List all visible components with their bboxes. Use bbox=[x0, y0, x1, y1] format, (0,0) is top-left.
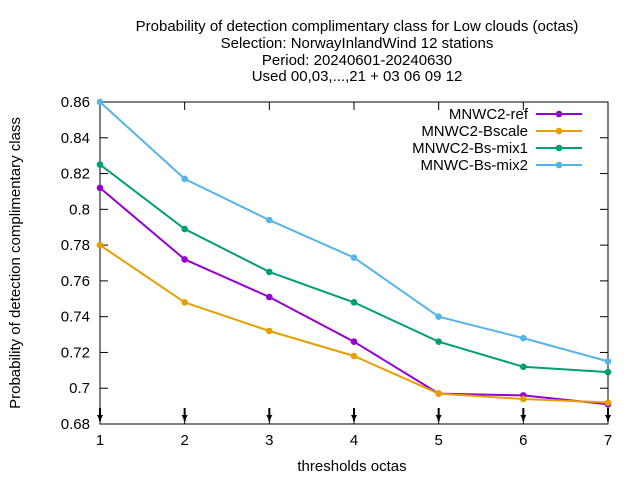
x-tick-label: 3 bbox=[265, 432, 273, 449]
x-tick-label: 6 bbox=[519, 432, 527, 449]
data-point bbox=[604, 358, 612, 365]
data-point bbox=[181, 225, 188, 233]
data-point bbox=[604, 399, 612, 406]
data-point bbox=[181, 256, 188, 263]
data-point bbox=[96, 98, 104, 106]
sample-marker-head bbox=[605, 415, 611, 421]
legend-swatch-marker bbox=[555, 127, 563, 135]
data-point bbox=[435, 313, 442, 320]
legend-swatch-marker bbox=[555, 110, 563, 118]
data-point bbox=[266, 216, 273, 224]
data-point bbox=[520, 334, 527, 342]
y-tick-label: 0.82 bbox=[61, 166, 90, 183]
x-axis-label: thresholds octas bbox=[297, 458, 406, 475]
axis-ticks: 0.68 0.7 0.72 0.74 0.76 0.78 0.8 0.82 0.84 0.86 1 2… bbox=[61, 94, 612, 449]
data-point bbox=[604, 368, 612, 376]
data-point bbox=[435, 390, 442, 397]
sample-marker-head bbox=[266, 415, 273, 421]
data-point bbox=[520, 363, 527, 371]
x-tick-label: 1 bbox=[96, 432, 104, 449]
x-tick-label: 2 bbox=[180, 432, 188, 449]
y-tick-label: 0.72 bbox=[61, 344, 90, 361]
data-point bbox=[266, 327, 273, 335]
y-axis-label: Probability of detection complimentary c… bbox=[7, 117, 24, 409]
legend: MNWC2-refMNWC2-BscaleMNWC2-Bs-mix1MNWC-B… bbox=[412, 106, 582, 174]
series-line bbox=[99, 244, 609, 404]
chart-title-line-1: Probability of detection complimentary c… bbox=[136, 18, 579, 35]
data-point bbox=[266, 293, 273, 301]
chart-title-line-3: Period: 20240601-20240630 bbox=[262, 52, 452, 69]
data-point bbox=[435, 338, 442, 346]
data-point bbox=[181, 175, 188, 183]
y-tick-label: 0.78 bbox=[61, 237, 90, 254]
sample-marker-head bbox=[351, 415, 357, 421]
sample-marker-head bbox=[435, 415, 442, 421]
y-tick-label: 0.84 bbox=[61, 130, 90, 147]
y-tick-label: 0.86 bbox=[61, 94, 90, 111]
legend-label: MNWC-Bs-mix2 bbox=[421, 157, 528, 174]
sample-marker-head bbox=[520, 415, 527, 421]
data-point bbox=[350, 299, 358, 306]
data-point bbox=[520, 395, 527, 403]
x-tick-label: 7 bbox=[604, 432, 612, 449]
legend-swatch-marker bbox=[555, 144, 563, 152]
y-tick-label: 0.8 bbox=[69, 201, 90, 218]
x-tick-label: 5 bbox=[434, 432, 442, 449]
y-tick-label: 0.68 bbox=[61, 416, 90, 433]
data-point bbox=[96, 241, 104, 249]
legend-label: MNWC2-Bscale bbox=[421, 123, 528, 140]
series-lines bbox=[96, 98, 612, 408]
data-point bbox=[350, 254, 358, 261]
plot-frame bbox=[99, 101, 609, 425]
y-tick-label: 0.7 bbox=[69, 380, 90, 397]
sample-marker-head bbox=[181, 415, 188, 421]
data-point bbox=[266, 268, 273, 276]
data-point bbox=[96, 184, 104, 192]
sample-markers bbox=[97, 408, 611, 421]
y-tick-label: 0.76 bbox=[61, 273, 90, 290]
series-line bbox=[99, 101, 609, 363]
chart-title-line-4: Used 00,03,...,21 + 03 06 09 12 bbox=[252, 68, 463, 85]
legend-swatch-marker bbox=[555, 161, 563, 169]
legend-label: MNWC2-Bs-mix1 bbox=[412, 140, 528, 157]
data-point bbox=[181, 299, 188, 306]
chart-title-line-2: Selection: NorwayInlandWind 12 stations bbox=[221, 35, 494, 52]
y-tick-label: 0.74 bbox=[61, 309, 90, 326]
x-tick-label: 4 bbox=[350, 432, 358, 449]
legend-label: MNWC2-ref bbox=[449, 106, 529, 123]
data-point bbox=[350, 338, 358, 346]
sample-marker-head bbox=[97, 415, 103, 421]
data-point bbox=[350, 352, 358, 360]
data-point bbox=[96, 161, 104, 168]
